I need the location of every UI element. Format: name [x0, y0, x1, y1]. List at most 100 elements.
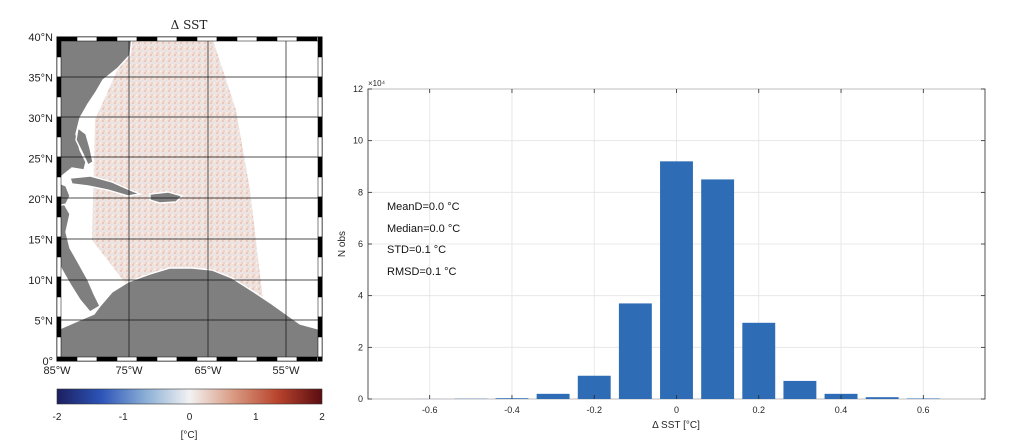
map-grid	[57, 37, 322, 361]
y-exponent: ×10⁴	[368, 79, 386, 88]
frame-segment	[76, 356, 98, 362]
frame-segment	[317, 176, 323, 198]
frame-segment	[116, 356, 138, 362]
frame-segment	[56, 196, 62, 218]
land-florida	[75, 126, 94, 167]
y-tick-label: 12	[353, 84, 363, 94]
frame-segment	[176, 356, 198, 362]
frame-segment	[317, 136, 323, 158]
frame-segment	[56, 336, 62, 358]
y-tick-label: 10	[353, 136, 363, 146]
frame-segment	[317, 316, 323, 338]
land-south-america	[57, 267, 322, 361]
longitude-labels: 85°W 75°W 65°W 55°W	[43, 365, 300, 377]
frame-segment	[256, 356, 278, 362]
sst-swath	[92, 37, 263, 302]
latitude-label: 25°N	[28, 154, 53, 166]
x-tick-label: 0.2	[753, 405, 766, 415]
frame-segment	[96, 356, 118, 362]
frame-segment	[56, 76, 62, 98]
frame-segment	[116, 36, 138, 42]
colorbar-tick-label: -1	[119, 412, 128, 423]
frame-segment	[56, 276, 62, 298]
x-tick-label: -0.2	[586, 405, 602, 415]
y-tick-label: 6	[358, 239, 363, 249]
x-tick-label: 0	[674, 405, 679, 415]
frame-segment	[276, 356, 298, 362]
longitude-label: 55°W	[272, 365, 300, 377]
histogram-ticks: -0.6 -0.4 -0.2 0 0.2 0.4 0.6 0 2 4 6 8 10 12	[353, 84, 985, 415]
histogram-bar	[577, 375, 611, 399]
stats-box: MeanD=0.0 °C Median=0.0 °C STD=0.1 °C RM…	[387, 201, 460, 278]
frame-segment	[317, 116, 323, 138]
frame-segment	[56, 236, 62, 258]
frame-segment	[56, 96, 62, 118]
frame-segment	[76, 36, 98, 42]
frame-segment	[56, 256, 62, 278]
frame-segment	[196, 36, 218, 42]
latitude-label: 5°N	[35, 316, 54, 328]
frame-segment	[317, 296, 323, 318]
y-tick-label: 8	[358, 187, 363, 197]
colorbar-tick-label: 1	[253, 412, 259, 423]
frame-segment	[317, 196, 323, 218]
frame-segment	[56, 176, 62, 198]
frame-segment	[176, 36, 198, 42]
y-tick-label: 0	[358, 394, 363, 404]
frame-segment	[96, 36, 118, 42]
latitude-label: 10°N	[28, 275, 53, 287]
frame-segment	[276, 36, 298, 42]
colorbar-tick-label: -2	[53, 412, 62, 423]
y-tick-label: 2	[358, 342, 363, 352]
histogram-bar	[536, 393, 570, 399]
frame-segment	[56, 356, 62, 362]
land-hispaniola	[149, 191, 184, 204]
histogram-panel: -0.6 -0.4 -0.2 0 0.2 0.4 0.6 0 2 4 6 8 10 12 ×10⁴ Δ S…	[337, 79, 986, 431]
y-axis-label: N obs	[337, 231, 348, 257]
x-tick-label: -0.4	[504, 405, 520, 415]
longitude-label: 75°W	[115, 365, 143, 377]
x-tick-label: 0.6	[917, 405, 930, 415]
colorbar-label: [°C]	[181, 430, 198, 441]
longitude-label: 65°W	[194, 365, 222, 377]
land-cuba	[69, 175, 143, 197]
histogram-bar	[618, 303, 652, 399]
frame-segment	[216, 356, 238, 362]
frame-segment	[56, 36, 62, 58]
histogram-bar	[865, 397, 899, 399]
latitude-label: 35°N	[28, 73, 53, 85]
colorbar-bar	[56, 388, 323, 405]
frame-segment	[56, 56, 62, 78]
frame-segment	[136, 36, 158, 42]
frame-segment	[317, 276, 323, 298]
frame-segment	[156, 356, 178, 362]
frame-segment	[216, 36, 238, 42]
x-tick-label: -0.6	[422, 405, 438, 415]
map-area	[57, 37, 322, 361]
colorbar: -2 -1 0 1 2 [°C]	[53, 388, 326, 441]
frame-segment	[56, 116, 62, 138]
stat-median: Median=0.0 °C	[387, 223, 460, 235]
map-title: Δ SST	[171, 18, 208, 32]
histogram-bars	[413, 161, 940, 399]
map-panel: Δ SST	[28, 18, 325, 441]
histogram-bar	[660, 161, 693, 399]
frame-segment	[317, 156, 323, 178]
frame-segment	[56, 156, 62, 178]
frame-segment	[56, 136, 62, 158]
frame-segment	[296, 36, 318, 42]
stat-mean: MeanD=0.0 °C	[387, 201, 460, 213]
land-central-america	[57, 195, 101, 313]
frame-segment	[256, 36, 278, 42]
colorbar-ticks: -2 -1 0 1 2	[53, 412, 326, 423]
latitude-label: 20°N	[28, 194, 53, 206]
frame-segment	[196, 356, 218, 362]
land-north-america	[57, 37, 133, 184]
frame-segment	[56, 296, 62, 318]
map-frame	[56, 36, 323, 362]
longitude-label: 85°W	[43, 365, 71, 377]
latitude-label: 30°N	[28, 113, 53, 125]
frame-segment	[317, 356, 323, 362]
frame-segment	[317, 336, 323, 358]
histogram-bar	[783, 380, 817, 399]
